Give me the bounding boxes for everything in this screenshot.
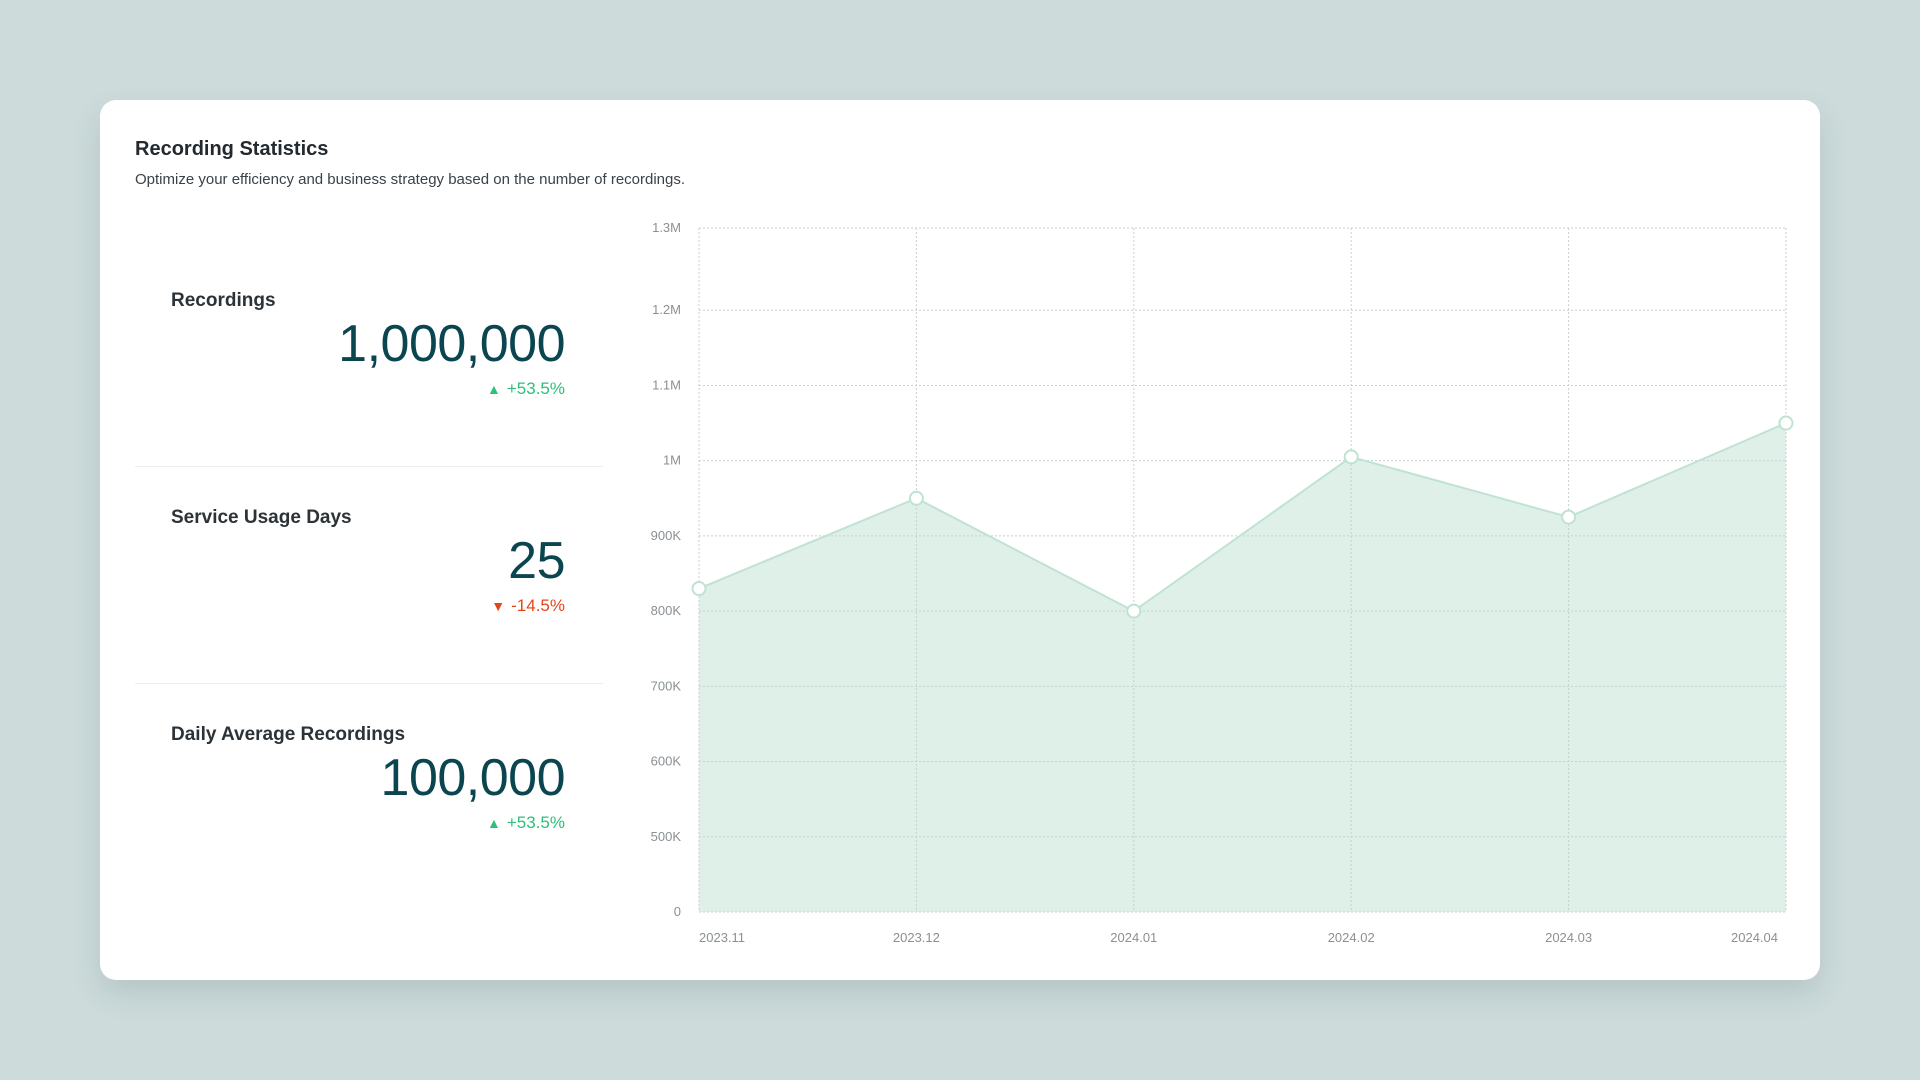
- y-tick-label: 1M: [663, 453, 681, 468]
- series-line: [698, 422, 1787, 613]
- card-title: Recording Statistics: [135, 138, 329, 160]
- stat-change: ▼ -14.5%: [491, 596, 565, 616]
- stat-change: ▲ +53.5%: [487, 813, 565, 833]
- data-point: [1126, 603, 1142, 619]
- y-tick-label: 1.2M: [652, 302, 681, 317]
- stat-change-value: +53.5%: [506, 379, 565, 398]
- recording-statistics-card: Recording Statistics Optimize your effic…: [100, 100, 1820, 980]
- stat-change-value: -14.5%: [511, 596, 565, 615]
- data-point: [1778, 415, 1794, 431]
- y-tick-label: 500K: [651, 829, 682, 844]
- y-tick-label: 700K: [651, 678, 682, 693]
- stat-service-usage-days: Service Usage Days 25 ▼ -14.5%: [135, 467, 603, 684]
- y-tick-label: 1.1M: [652, 377, 681, 392]
- y-tick-label: 800K: [651, 603, 682, 618]
- area-fill: [699, 423, 1786, 912]
- card-subtitle: Optimize your efficiency and business st…: [135, 171, 686, 188]
- x-tick-label: 2024.02: [1328, 930, 1375, 945]
- x-tick-label: 2024.04: [1731, 930, 1778, 945]
- stat-value: 25: [508, 532, 565, 590]
- data-point: [691, 581, 707, 597]
- stat-label: Recordings: [171, 290, 276, 311]
- recordings-area-chart: 0 500K 600K 700K 800K 900K 1M 1.1M 1.2M 1.3M 2023.…: [640, 220, 1800, 960]
- triangle-up-icon: ▲: [487, 381, 501, 397]
- stat-change-value: +53.5%: [506, 813, 565, 832]
- x-tick-label: 2024.03: [1545, 930, 1592, 945]
- triangle-up-icon: ▲: [487, 815, 501, 831]
- data-point: [1561, 509, 1577, 525]
- stat-value: 100,000: [380, 749, 566, 807]
- data-point: [1343, 449, 1359, 465]
- stat-daily-average-recordings: Daily Average Recordings 100,000 ▲ +53.5…: [135, 684, 603, 861]
- data-point: [908, 490, 924, 506]
- stats-panel: Recordings 1,000,000 ▲ +53.5% Service Us…: [135, 175, 603, 832]
- y-tick-label: 600K: [651, 754, 682, 769]
- stat-change: ▲ +53.5%: [487, 379, 565, 399]
- y-tick-label: 0: [674, 904, 681, 919]
- y-tick-label: 1.3M: [652, 220, 681, 235]
- stat-label: Service Usage Days: [171, 507, 352, 528]
- stat-recordings: Recordings 1,000,000 ▲ +53.5%: [135, 290, 603, 467]
- triangle-down-icon: ▼: [491, 598, 506, 614]
- x-tick-label: 2023.11: [699, 930, 745, 945]
- stat-label: Daily Average Recordings: [171, 724, 406, 745]
- y-tick-label: 900K: [651, 528, 682, 543]
- stat-value: 1,000,000: [338, 315, 565, 373]
- x-tick-label: 2023.12: [893, 930, 940, 945]
- x-tick-label: 2024.01: [1110, 930, 1157, 945]
- chart-svg: 0 500K 600K 700K 800K 900K 1M 1.1M 1.2M 1.3M 2023.…: [651, 220, 1794, 945]
